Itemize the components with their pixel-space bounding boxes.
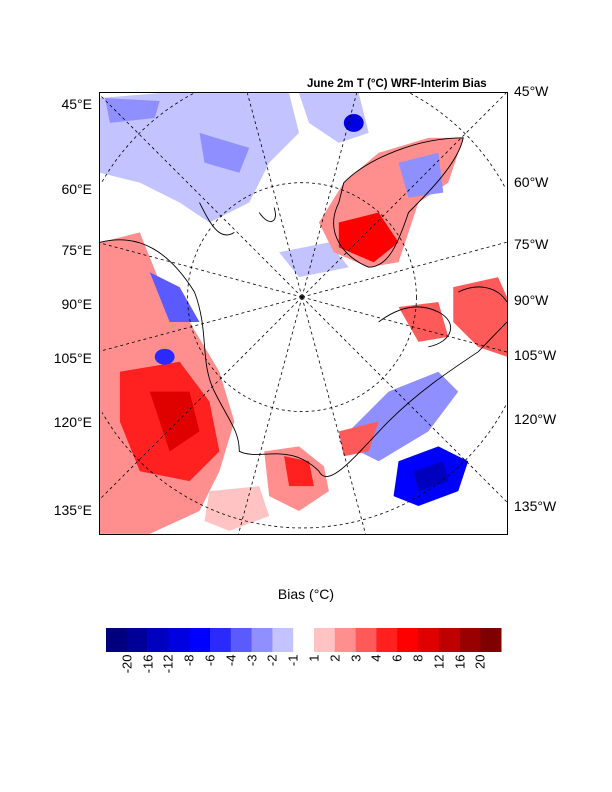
colorbar-swatch: [168, 628, 190, 652]
colorbar: [106, 628, 502, 652]
colorbar-swatch: [459, 628, 481, 652]
lon-label-left: 45°E: [61, 96, 92, 112]
colorbar-swatch: [480, 628, 502, 652]
colorbar-tick-label: -1: [285, 654, 301, 667]
meridian-line: [301, 93, 507, 298]
colorbar-swatch: [376, 628, 398, 652]
lon-label-left: 120°E: [53, 414, 92, 430]
colorbar-tick-label: -20: [119, 654, 135, 674]
lon-label-left: 90°E: [61, 296, 92, 312]
meridian-line: [100, 242, 303, 298]
lon-label-left: 75°E: [61, 242, 92, 258]
colorbar-swatch: [334, 628, 356, 652]
colorbar-tick-label: -12: [160, 654, 176, 674]
meridian-line: [246, 93, 303, 298]
lon-label-left: 60°E: [61, 181, 92, 197]
colorbar-tick-label: -4: [223, 654, 239, 667]
meridian-line: [301, 296, 507, 503]
colorbar-swatch: [189, 628, 211, 652]
meridian-line: [238, 296, 303, 534]
colorbar-swatch: [126, 628, 148, 652]
lon-label-right: 75°W: [514, 236, 549, 252]
colorbar-tick-label: -3: [244, 654, 260, 667]
latitude-circle: [101, 93, 507, 529]
bias-shading: [100, 93, 507, 534]
colorbar-swatch: [106, 628, 128, 652]
lon-label-left: 135°E: [53, 502, 92, 518]
colorbar-swatch: [314, 628, 336, 652]
graticule: [100, 93, 507, 534]
colorbar-swatch: [251, 628, 273, 652]
lon-label-right: 60°W: [514, 174, 549, 190]
lon-label-right: 45°W: [514, 83, 549, 99]
colorbar-tick-label: 2: [327, 654, 343, 662]
colorbar-swatch: [272, 628, 294, 652]
colorbar-tick-label: -8: [181, 654, 197, 667]
lon-label-right: 105°W: [514, 347, 557, 363]
colorbar-tick-label: 3: [348, 654, 364, 662]
bias-field: [100, 93, 507, 534]
lon-label-right: 90°W: [514, 292, 549, 308]
lon-label-left: 105°E: [53, 350, 92, 366]
colorbar-tick-label: -2: [264, 654, 280, 667]
colorbar-swatch: [438, 628, 460, 652]
colorbar-swatch: [397, 628, 419, 652]
colorbar-tick-label: 12: [431, 654, 447, 669]
latitude-circle: [187, 182, 417, 412]
coastlines: [100, 137, 507, 478]
colorbar-tick-label: -6: [202, 654, 218, 667]
lon-label-right: 120°W: [514, 411, 557, 427]
colorbar-tick-label: 8: [410, 654, 426, 662]
colorbar-swatch: [418, 628, 440, 652]
meridian-line: [301, 93, 358, 298]
map-panel: [99, 92, 508, 535]
colorbar-swatch: [293, 628, 315, 652]
colorbar-tick-label: 20: [472, 654, 488, 669]
colorbar-tick-label: 4: [368, 654, 384, 662]
lon-label-right: 135°W: [514, 498, 557, 514]
colorbar-title: Bias (°C): [277, 586, 335, 602]
colorbar-tick-label: -16: [140, 654, 156, 674]
map-title: June 2m T (°C) WRF-Interim Bias: [307, 78, 487, 90]
colorbar-tick-label: 1: [306, 654, 322, 662]
colorbar-tick-label: 16: [452, 654, 468, 669]
colorbar-tick-label: 6: [389, 654, 405, 662]
colorbar-swatch: [355, 628, 377, 652]
meridian-line: [301, 296, 366, 534]
meridian-line: [100, 296, 303, 352]
colorbar-swatch: [210, 628, 232, 652]
colorbar-swatch: [230, 628, 252, 652]
colorbar-swatch: [147, 628, 169, 652]
